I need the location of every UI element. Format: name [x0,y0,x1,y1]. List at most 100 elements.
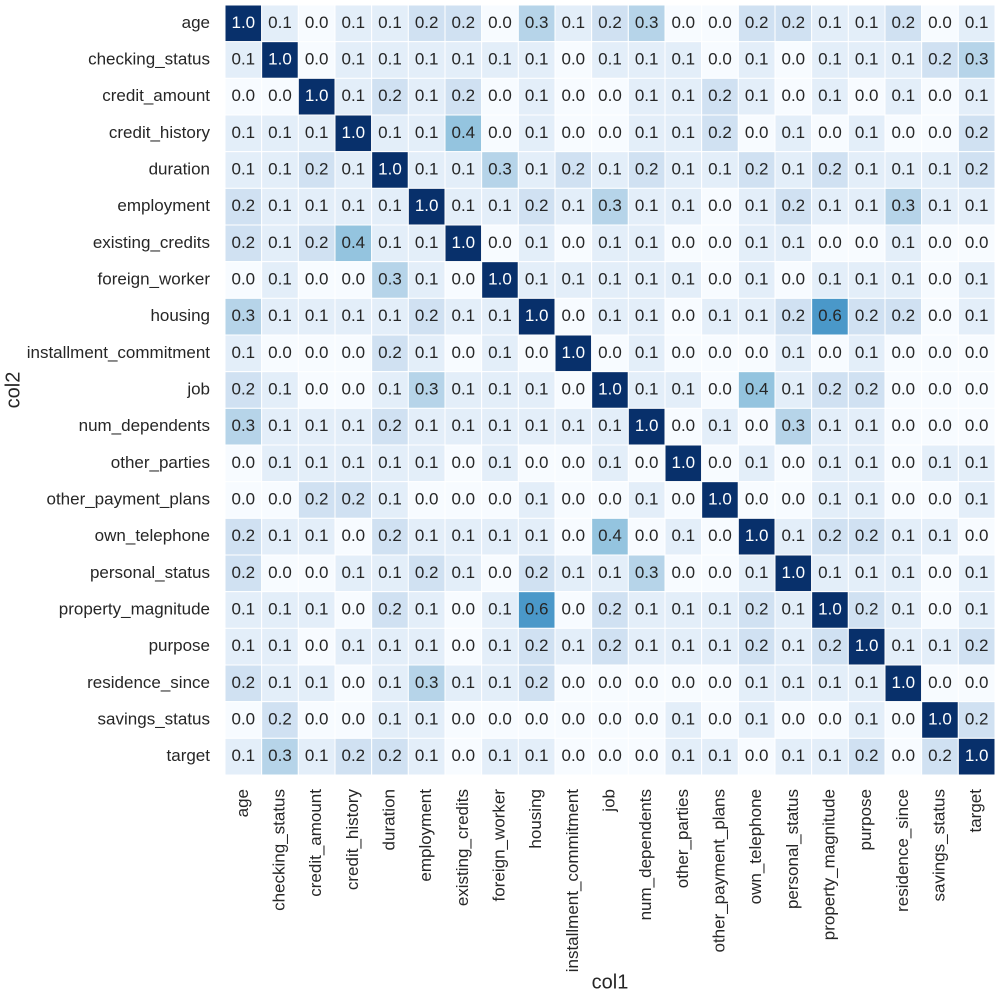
cell-label: 0.2 [965,636,989,655]
cell-label: 0.1 [672,599,696,618]
cell-label: 0.2 [452,13,476,32]
cell-label: 0.2 [415,563,439,582]
cell-label: 0.2 [818,379,842,398]
cell-label: 0.2 [635,159,659,178]
cell-label: 0.1 [378,636,402,655]
cell-label: 0.1 [342,13,366,32]
cell-label: 0.1 [378,709,402,728]
heatmap-cell [627,114,666,153]
heatmap-cell [957,481,996,519]
cell-label: 0.1 [818,489,842,508]
cell-label: 0.0 [268,343,292,362]
cell-label: 0.1 [635,196,659,215]
heatmap-cell [847,517,886,556]
cell-label: 0.0 [818,123,842,142]
heatmap-cell [591,481,629,519]
heatmap-cell [334,517,373,556]
cell-label: 0.1 [525,379,549,398]
heatmap-cell [957,151,996,189]
x-tick-label: residence_since [893,789,912,912]
cell-label: 0.0 [598,709,622,728]
cell-label: 0.0 [745,343,769,362]
cell-label: 0.0 [452,599,476,618]
heatmap-cell [957,114,996,153]
cell-label: 0.1 [415,159,439,178]
cell-label: 0.1 [855,13,879,32]
y-tick-label: checking_status [88,49,210,68]
heatmap-cell [591,77,629,116]
cell-label: 0.0 [928,343,952,362]
heatmap-cell [627,371,666,409]
heatmap-cell [407,407,446,446]
cell-label: 0.1 [855,49,879,68]
heatmap-cell [737,664,776,703]
heatmap-cell [957,187,996,226]
cell-label: 0.0 [708,526,732,545]
cell-label: 0.2 [708,86,732,105]
x-tick-label: existing_credits [453,789,472,906]
cell-label: 0.0 [488,13,512,32]
cell-label: 0.1 [818,563,842,582]
heatmap-cell [481,77,519,116]
heatmap-cell [591,187,629,226]
heatmap-cell [554,114,593,153]
cell-label: 0.1 [635,636,659,655]
heatmap-cell [737,114,776,153]
heatmap-cell [701,444,739,483]
cell-label: 0.1 [855,416,879,435]
heatmap-cell [847,334,886,373]
cell-label: 0.3 [232,306,256,325]
cell-label: 0.1 [305,306,329,325]
heatmap-cell [334,591,373,629]
cell-label: 0.1 [745,306,769,325]
cell-label: 0.1 [378,489,402,508]
heatmap-cell [481,737,519,776]
cell-label: 0.0 [562,746,586,765]
heatmap-cell [701,114,739,153]
cell-label: 0.1 [525,233,549,252]
cell-label: 0.0 [708,673,732,692]
cell-label: 0.3 [378,269,402,288]
cell-label: 0.1 [672,86,696,105]
heatmap-cell [627,701,666,739]
heatmap-cell [847,407,886,446]
cell-label: 0.0 [562,489,586,508]
cell-label: 0.1 [488,379,512,398]
cell-label: 0.2 [782,13,806,32]
cell-label: 0.1 [342,636,366,655]
heatmap-cell [297,187,336,226]
heatmap-cell [444,737,483,776]
cell-label: 0.3 [415,673,439,692]
heatmap-cell [591,591,629,629]
heatmap-cell [664,261,703,299]
cell-label: 0.1 [598,563,622,582]
cell-label: 0.1 [232,746,256,765]
heatmap-cell [297,407,336,446]
heatmap-cell [224,554,263,593]
cell-label: 0.2 [305,233,329,252]
heatmap-cell [957,297,996,336]
heatmap-cell [444,151,483,189]
heatmap-cell [774,114,813,153]
heatmap-cell [957,517,996,556]
heatmap-cell [737,41,776,79]
cell-label: 0.2 [378,599,402,618]
cell-label: 0.0 [745,416,769,435]
cell-label: 0.1 [745,233,769,252]
cell-label: 0.0 [342,343,366,362]
cell-label: 0.1 [635,343,659,362]
cell-label: 0.1 [928,636,952,655]
cell-label: 0.0 [305,343,329,362]
heatmap-cell [737,737,776,776]
cell-label: 0.0 [672,13,696,32]
heatmap-cell [444,77,483,116]
cell-label: 0.3 [782,416,806,435]
cell-label: 0.1 [672,746,696,765]
cell-label: 0.2 [525,673,549,692]
heatmap-cell [554,334,593,373]
cell-label: 0.1 [452,159,476,178]
cell-label: 0.0 [598,489,622,508]
cell-label: 1.0 [378,159,402,178]
heatmap-cell [444,371,483,409]
